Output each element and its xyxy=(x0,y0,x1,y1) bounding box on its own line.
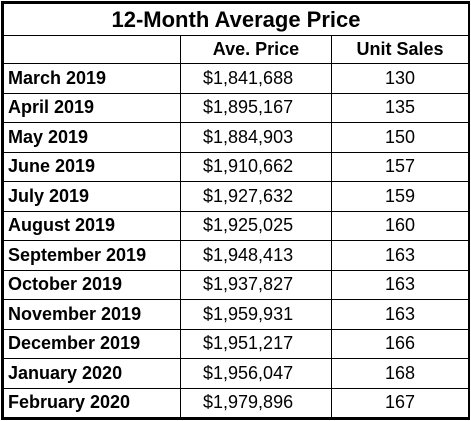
table-row: October 2019 $1,937,827 163 xyxy=(3,269,470,300)
table-row: January 2020 $1,956,047 168 xyxy=(3,358,470,389)
header-row: Ave. Price Unit Sales xyxy=(3,35,470,64)
table-title: 12-Month Average Price xyxy=(2,3,470,36)
ave-price-cell: $1,959,931 xyxy=(180,299,332,330)
ave-price-cell: $1,948,413 xyxy=(180,240,332,271)
unit-sales-cell: 135 xyxy=(330,92,470,123)
unit-sales-cell: 130 xyxy=(330,63,470,94)
ave-price-cell: $1,956,047 xyxy=(180,358,332,389)
ave-price-cell: $1,895,167 xyxy=(180,92,332,123)
unit-sales-cell: 167 xyxy=(330,387,470,418)
month-cell: October 2019 xyxy=(3,269,181,300)
unit-sales-cell: 163 xyxy=(330,240,470,271)
ave-price-cell: $1,927,632 xyxy=(180,181,332,212)
table-row: July 2019 $1,927,632 159 xyxy=(3,181,470,212)
ave-price-cell: $1,841,688 xyxy=(180,63,332,94)
unit-sales-cell: 160 xyxy=(330,210,470,241)
unit-sales-cell: 163 xyxy=(330,299,470,330)
month-cell: January 2020 xyxy=(3,358,181,389)
unit-sales-cell: 168 xyxy=(330,358,470,389)
ave-price-cell: $1,979,896 xyxy=(180,387,332,418)
ave-price-cell: $1,884,903 xyxy=(180,122,332,153)
table-row: September 2019 $1,948,413 163 xyxy=(3,240,470,271)
table-row: November 2019 $1,959,931 163 xyxy=(3,299,470,330)
table-row: March 2019 $1,841,688 130 xyxy=(3,63,470,94)
table-row: April 2019 $1,895,167 135 xyxy=(3,92,470,123)
ave-price-cell: $1,925,025 xyxy=(180,210,332,241)
month-cell: February 2020 xyxy=(3,387,181,418)
month-cell: May 2019 xyxy=(3,122,181,153)
unit-sales-cell: 159 xyxy=(330,181,470,212)
ave-price-cell: $1,937,827 xyxy=(180,269,332,300)
table-row: May 2019 $1,884,903 150 xyxy=(3,122,470,153)
header-ave-price: Ave. Price xyxy=(180,35,332,64)
unit-sales-cell: 163 xyxy=(330,269,470,300)
ave-price-cell: $1,910,662 xyxy=(180,151,332,182)
ave-price-cell: $1,951,217 xyxy=(180,328,332,359)
header-month xyxy=(3,35,181,64)
table-row: February 2020 $1,979,896 167 xyxy=(3,387,470,418)
unit-sales-cell: 166 xyxy=(330,328,470,359)
table-row: June 2019 $1,910,662 157 xyxy=(3,151,470,182)
month-cell: December 2019 xyxy=(3,328,181,359)
title-row: 12-Month Average Price xyxy=(2,3,470,36)
table-row: December 2019 $1,951,217 166 xyxy=(3,328,470,359)
month-cell: September 2019 xyxy=(3,240,181,271)
month-cell: April 2019 xyxy=(3,92,181,123)
unit-sales-cell: 150 xyxy=(330,122,470,153)
month-cell: November 2019 xyxy=(3,299,181,330)
month-cell: July 2019 xyxy=(3,181,181,212)
table-row: August 2019 $1,925,025 160 xyxy=(3,210,470,241)
month-cell: August 2019 xyxy=(3,210,181,241)
header-unit-sales: Unit Sales xyxy=(330,35,470,64)
price-table: 12-Month Average Price Ave. Price Unit S… xyxy=(2,3,470,418)
table-body: March 2019 $1,841,688 130 April 2019 $1,895,… xyxy=(3,63,470,418)
month-cell: March 2019 xyxy=(3,63,181,94)
unit-sales-cell: 157 xyxy=(330,151,470,182)
month-cell: June 2019 xyxy=(3,151,181,182)
